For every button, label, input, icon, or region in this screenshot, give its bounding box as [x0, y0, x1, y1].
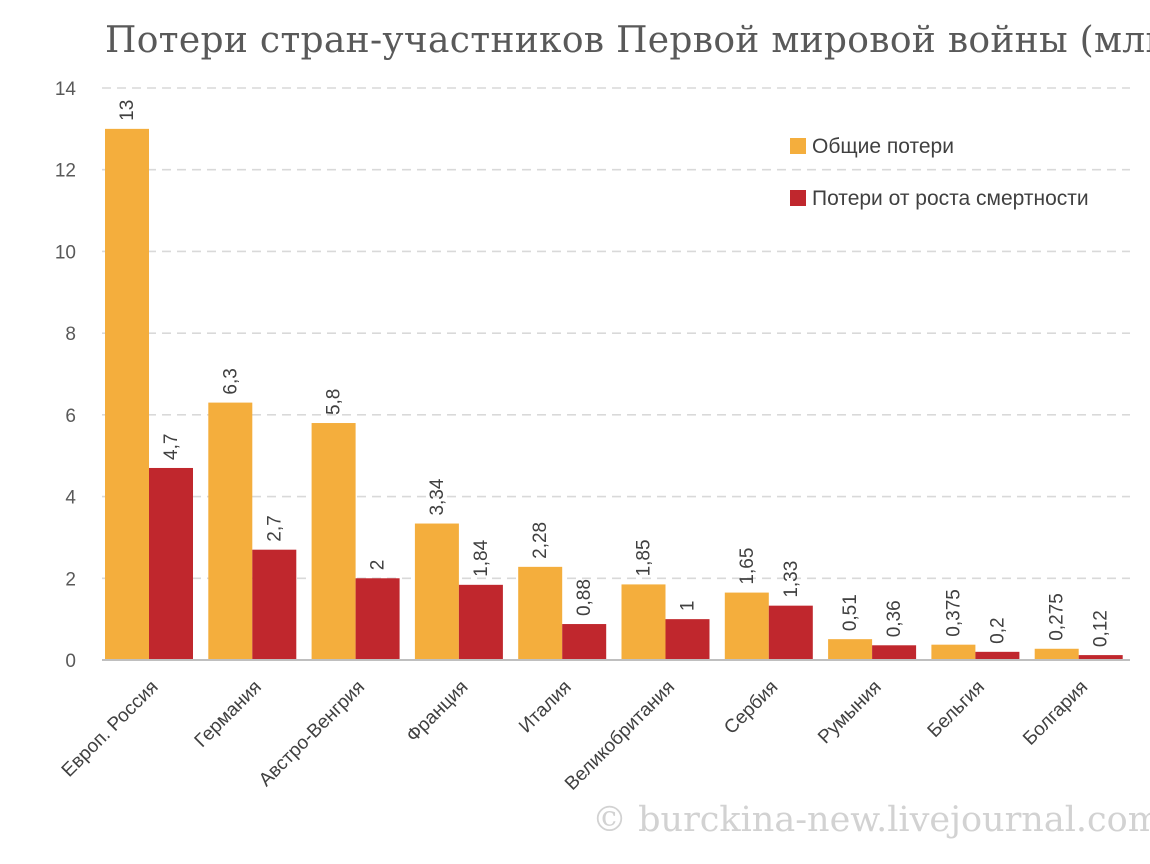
data-label: 0,36	[884, 600, 905, 637]
legend: Общие потери Потери от роста смертности	[790, 135, 1089, 210]
data-label: 2	[368, 560, 389, 571]
bar-total-losses	[931, 644, 976, 660]
bar-total-losses	[1034, 648, 1079, 660]
bar-mortality-losses	[768, 605, 813, 660]
bar-mortality-losses	[252, 549, 297, 660]
legend-swatch	[790, 138, 806, 154]
data-label: 2,28	[530, 522, 551, 559]
category-label: Бельгия	[924, 677, 989, 742]
bar-mortality-losses	[562, 624, 607, 660]
category-label: Европ. Россия	[58, 677, 163, 782]
data-label: 0,88	[574, 579, 595, 616]
data-label: 6,3	[220, 368, 241, 394]
y-tick-label: 10	[55, 242, 76, 263]
data-label: 3,34	[427, 478, 448, 515]
gridlines	[102, 87, 1130, 580]
legend-swatch	[790, 190, 806, 206]
category-label: Сербия	[720, 677, 782, 739]
data-label: 0,375	[943, 589, 964, 637]
bar-total-losses	[724, 592, 769, 660]
data-label: 1,84	[471, 539, 492, 576]
data-label: 1,65	[737, 548, 758, 585]
data-label: 0,51	[840, 594, 861, 631]
data-label: 2,7	[264, 515, 285, 541]
bars	[105, 128, 1123, 660]
bar-total-losses	[414, 523, 459, 660]
bar-total-losses	[311, 423, 356, 660]
data-label: 1	[678, 601, 699, 612]
bar-mortality-losses	[665, 619, 710, 660]
y-tick-label: 6	[65, 406, 76, 427]
y-axis: 0 2 4 6 8 10 12 14	[55, 79, 77, 672]
legend-label: Потери от роста смертности	[812, 187, 1089, 210]
category-label: Австро-Венгрия	[255, 677, 369, 791]
bar-mortality-losses	[975, 651, 1020, 660]
y-tick-label: 0	[65, 651, 76, 672]
data-label: 0,275	[1047, 593, 1068, 641]
bar-total-losses	[621, 584, 666, 660]
bar-mortality-losses	[1078, 655, 1123, 660]
bar-mortality-losses	[355, 578, 400, 660]
data-label: 0,12	[1091, 610, 1112, 647]
watermark: © burckina-new.livejournal.com	[592, 800, 1150, 840]
y-tick-label: 2	[65, 569, 76, 590]
bar-total-losses	[828, 639, 873, 660]
y-tick-label: 4	[65, 488, 76, 509]
chart-title: Потери стран-участников Первой мировой в…	[105, 20, 1150, 61]
category-label: Румыния	[814, 677, 885, 748]
data-label: 13	[117, 100, 138, 121]
y-tick-label: 8	[65, 324, 76, 345]
category-label: Италия	[515, 677, 576, 738]
data-label: 4,7	[161, 434, 182, 460]
category-label: Франция	[403, 677, 473, 747]
bar-mortality-losses	[149, 467, 193, 660]
category-label: Болгария	[1019, 677, 1092, 750]
y-tick-label: 14	[55, 79, 77, 100]
data-label: 1,85	[634, 539, 655, 576]
legend-label: Общие потери	[812, 135, 954, 158]
category-label: Великобритания	[561, 677, 679, 795]
bar-total-losses	[105, 128, 149, 660]
data-label: 1,33	[781, 561, 802, 598]
bar-mortality-losses	[458, 584, 503, 660]
bar-mortality-losses	[872, 645, 917, 660]
data-label: 0,2	[987, 617, 1008, 643]
bar-total-losses	[208, 402, 253, 660]
data-label: 5,8	[324, 389, 345, 415]
data-labels: 13 4,7 6,3 2,7 5,8 2 3,34 1,84 2,28 0,88 1,85 1 1,65…	[117, 100, 1112, 647]
category-label: Германия	[191, 677, 266, 752]
y-tick-label: 12	[55, 161, 76, 182]
bar-total-losses	[518, 566, 563, 660]
